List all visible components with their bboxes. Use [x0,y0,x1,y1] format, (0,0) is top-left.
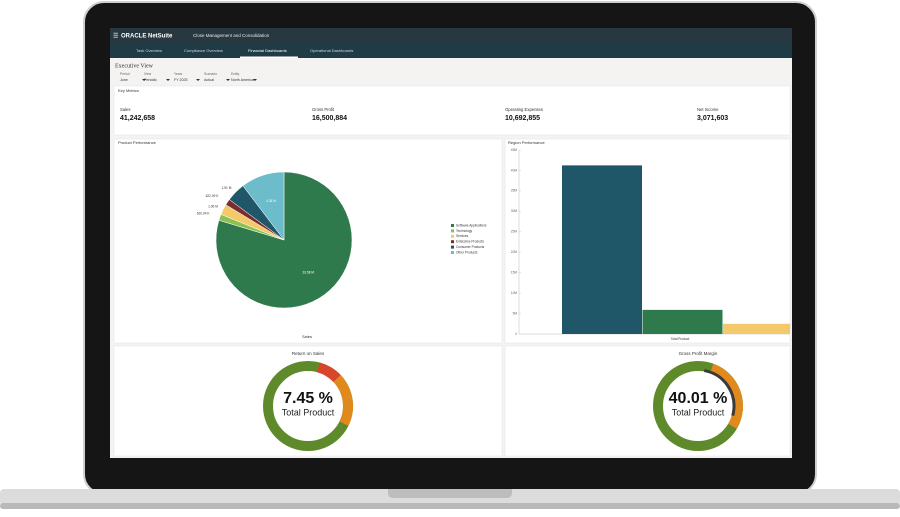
dropdown-arrow [142,79,146,81]
app-name: Close Management and Consolidation [193,33,270,38]
y-tick-label: 15M [511,271,518,275]
tab[interactable]: Financial Dashboards [248,48,287,53]
pie-value-label: 33.58 M [303,271,315,275]
metric-label: Gross Profit [312,107,335,112]
dropdown-arrow [253,79,257,81]
return-gauge: 7.45 % Total Product [263,360,353,451]
dropdown-arrow [226,79,230,81]
legend-label[interactable]: Consumer Products [456,245,485,249]
dropdown-arrow [196,79,200,81]
panel-title: Region Performance [508,140,545,145]
app-header [110,28,792,44]
filter-value[interactable]: Periodic [144,78,157,82]
pie-value-label: 1.06 M [208,205,218,209]
metric-value: 41,242,658 [120,115,155,122]
panel-title: Product Performance [118,140,157,145]
bar [723,323,790,334]
tab[interactable]: Compliance Overview [184,48,223,53]
y-tick-label: 45M [511,148,518,152]
legend-label[interactable]: Enterprise Products [456,240,484,244]
tab-underline [240,56,298,58]
filter-label: Period [120,72,130,76]
menu-icon[interactable]: ☰ [113,33,118,40]
filter-label: Years [174,72,183,76]
metric-value: 16,500,884 [312,115,347,122]
brand: ORACLE NetSuite [121,34,173,40]
y-tick-label: 35M [511,189,518,193]
pie-value-label: 1.91 M [222,186,232,190]
y-tick-label: 40M [511,168,518,172]
region-panel [504,138,791,344]
legend-swatch [451,240,454,244]
metric-value: 10,692,855 [505,115,540,122]
laptop-notch [388,489,512,498]
key-metrics-panel [113,85,791,136]
y-tick-label: 10M [511,291,518,295]
margin-gauge: 40.01 % Total Product [653,361,743,451]
y-tick-label: 25M [511,230,518,234]
metric-label: Operating Expenses [505,107,543,112]
gauge-inner-arc [660,368,736,444]
pie-slice [242,171,285,241]
legend-label[interactable]: Software Applications [456,223,487,227]
metric-value: 3,071,603 [697,115,728,122]
legend-swatch [451,224,454,227]
legend-swatch [451,245,454,249]
filter-label: View [144,72,152,76]
panel-title: Gross Profit Margin [679,351,718,356]
bar [562,165,642,334]
y-tick-label: 20M [511,250,518,254]
legend-swatch [451,251,454,254]
y-tick-label: 0 [515,332,517,336]
margin-panel [504,345,791,457]
pie-value-label: 4.35 M [266,199,276,203]
panel-title: Return on Sales [292,351,325,356]
tab[interactable]: Operational Dashboards [310,48,353,53]
filter-label: Scenario [204,72,217,76]
page-title: Executive View [115,63,154,69]
metric-label: Sales [120,107,130,112]
legend-label[interactable]: Other Products [456,250,478,254]
laptop-base-edge [0,503,900,509]
x-tick-label: Total Product [671,337,690,341]
filter-value[interactable]: June [120,78,128,82]
filter-value[interactable]: FY 2025 [174,78,188,82]
gauge-value: 40.01 % [669,390,728,407]
legend-swatch [451,229,454,233]
pie-footer: Sales [302,334,312,339]
panel-title: Key Metrics [118,88,139,93]
legend-label[interactable]: Technology [456,229,473,233]
bar [642,309,723,334]
metric-label: Net Income [697,107,719,112]
gauge-value: 7.45 % [283,390,333,407]
filter-label: Entity [231,72,240,76]
tab-bar [110,44,792,58]
gauge-subtitle: Total Product [672,407,725,417]
y-tick-label: 5M [513,311,518,315]
gauge-arc [263,360,353,451]
legend-label[interactable]: Services [456,234,469,238]
filter-value[interactable]: Actual [204,78,214,82]
filter-value[interactable]: North America [231,78,254,82]
pie-value-label: 622.09 K [206,194,220,198]
dropdown-arrow [166,79,170,81]
legend-swatch [451,234,454,238]
bars [562,165,790,334]
pie-slice [215,171,353,309]
tab[interactable]: Task Overview [136,48,162,53]
y-tick-label: 30M [511,209,518,213]
pie-value-label: 620.04 K [197,211,211,215]
gauge-subtitle: Total Product [282,407,335,417]
